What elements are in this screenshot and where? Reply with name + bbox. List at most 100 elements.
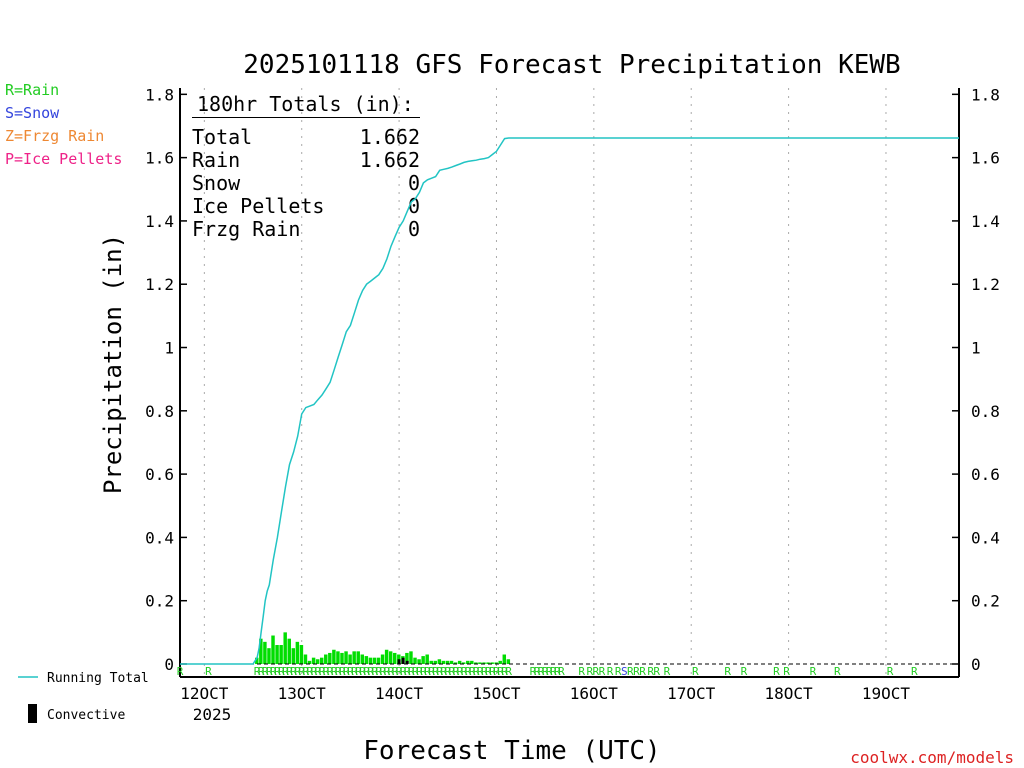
precip-bar [279,645,283,664]
precip-type-marker: R [633,665,640,678]
precip-bar [287,638,291,664]
precip-bar [466,660,470,664]
totals-value-rain: 1.662 [359,148,420,172]
totals-value-snow: 0 [407,171,420,195]
precip-type-marker: R [453,665,460,678]
precip-type-marker: R [315,665,322,678]
precip-bar [384,649,389,664]
x-tick-label: 12OCT [180,684,229,703]
precip-bar [303,654,308,664]
totals-value-frzg-rain: 0 [407,217,420,241]
precip-type-marker: R [392,665,399,678]
precip-type-marker: R [485,665,492,678]
x-tick-label: 17OCT [667,684,716,703]
precip-type-marker: R [477,665,484,678]
y-tick-label-left: 1 [164,339,174,358]
precip-bar [388,651,393,664]
precip-bar [506,659,511,664]
precip-bar [259,638,263,664]
precip-type-marker: R [323,665,330,678]
precip-type-marker: R [530,665,537,678]
precip-bar [368,657,373,664]
precip-type-marker: R [550,665,557,678]
precip-bar [445,660,450,664]
y-tick-label-right: 0 [971,655,981,674]
precip-type-marker: R [177,665,184,678]
precip-type-marker: R [205,665,212,678]
precip-bar [453,662,458,664]
precip-type-marker: R [375,665,382,678]
precip-bar [437,659,442,664]
precip-type-marker: R [887,665,894,678]
precip-type-marker: R [412,665,419,678]
x-axis-label: Forecast Time (UTC) [363,736,660,766]
x-tick-label: 13OCT [278,684,327,703]
precip-type-marker: R [400,665,407,678]
y-tick-label-left: 0.4 [145,528,174,547]
y-tick-label-left: 0.8 [145,402,174,421]
precip-bar [295,641,300,664]
precip-bar [283,632,287,664]
precip-type-marker: R [432,665,439,678]
precip-bar [457,660,462,664]
precip-type-marker: R [692,665,699,678]
precip-type-marker: R [546,665,553,678]
precip-type-marker: R [586,665,593,678]
totals-label-frzg-rain: Frzg Rain [192,217,301,241]
y-tick-label-right: 1.8 [971,85,1000,104]
totals-label-snow: Snow [192,171,241,195]
precip-bar [429,660,433,664]
precip-type-marker: R [741,665,748,678]
precip-bar [275,645,279,664]
precip-type-marker: R [440,665,447,678]
precip-bar [376,657,381,664]
x-tick-label: 14OCT [375,684,424,703]
precip-bar [413,657,417,664]
precip-type-marker: R [335,665,342,678]
precip-type-marker: R [270,665,277,678]
y-tick-label-left: 1.4 [145,212,174,231]
precip-bar [267,648,271,664]
precip-bar [461,662,466,664]
legend-frzg-rain: Z=Frzg Rain [5,127,105,145]
precip-type-marker: R [449,665,456,678]
convective-bar [401,657,405,664]
totals-label-ice-pellets: Ice Pellets [192,194,325,218]
y-tick-label-left: 0.6 [145,465,174,484]
precip-bar [474,662,478,664]
precip-type-marker: R [428,665,435,678]
precip-bar [360,654,365,664]
legend-snow: S=Snow [5,104,60,122]
precip-type-marker: R [639,665,646,678]
precip-type-marker: R [554,665,561,678]
precip-type-marker: R [436,665,443,678]
y-tick-label-right: 1.2 [971,275,1000,294]
precip-bar [352,651,356,664]
precip-bar [449,660,454,664]
precip-type-marker: R [469,665,476,678]
precip-type-marker: R [505,665,512,678]
precip-type-marker: R [388,665,395,678]
precip-type-marker: R [599,665,606,678]
precip-type-marker: R [404,665,411,678]
precip-type-marker: R [311,665,318,678]
precip-type-marker: R [773,665,780,678]
precip-type-marker: R [343,665,350,678]
precip-type-marker: R [384,665,391,678]
precip-bar [380,654,385,664]
precip-type-marker: R [371,665,378,678]
precip-type-marker: R [481,665,488,678]
precip-type-marker: R [254,665,261,678]
y-tick-label-left: 1.8 [145,85,174,104]
precip-type-marker: R [653,665,660,678]
precip-bar [311,657,316,664]
precip-bar [490,662,494,664]
precip-type-marker: R [461,665,468,678]
precip-type-marker: R [294,665,301,678]
totals-label-total: Total [192,125,253,149]
precip-type-marker: R [558,665,565,678]
y-tick-label-left: 1.2 [145,275,174,294]
precip-bar [421,656,425,664]
convective-bar [405,660,409,664]
running-total-line [180,137,959,665]
